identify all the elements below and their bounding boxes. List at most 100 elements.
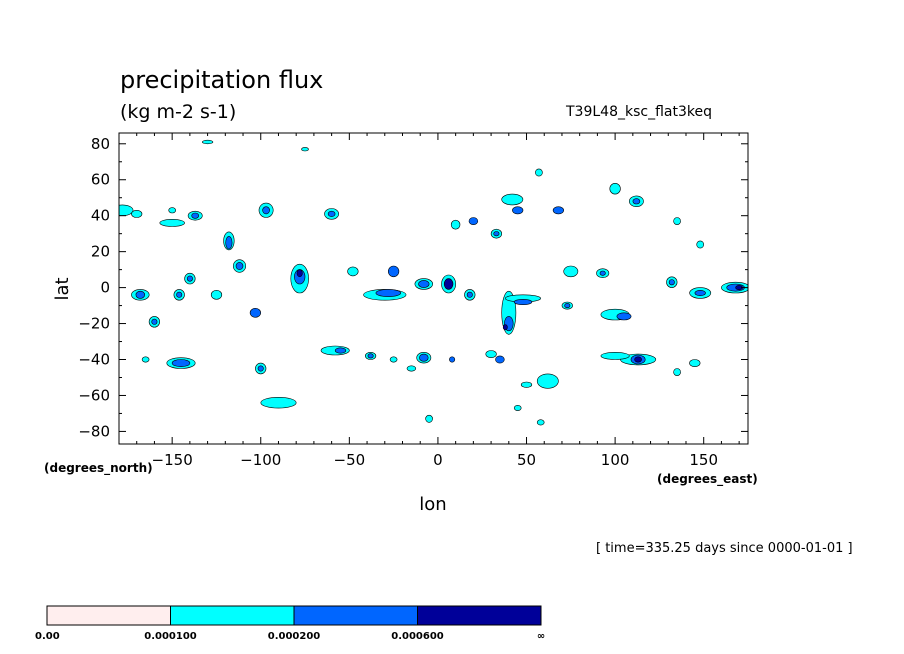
contour-blob-4 [191,212,199,219]
contour-blob-72 [334,347,347,354]
y-units-label: (degrees_north) [44,461,153,475]
run-name: T39L48_ksc_flat3keq [566,104,712,120]
contour-blob-6 [225,236,233,250]
y-tick-label: −40 [78,351,110,369]
colorbar-label-0: 0.00 [35,631,60,642]
contour-blob-25 [466,291,473,298]
contour-blob-55 [689,359,701,367]
chart-units: (kg m-2 s-1) [120,101,237,123]
contour-blob-88 [202,139,214,145]
x-axis-label: lon [419,494,446,515]
contour-blob-61 [186,275,193,282]
contour-blob-85 [673,217,681,225]
contour-blob-46 [632,198,641,205]
colorbar-swatch-2 [293,605,418,626]
x-tick-label: 0 [433,451,443,469]
contour-blob-19 [388,265,400,278]
contour-blob-13 [296,269,303,278]
colorbar-swatch-1 [170,605,295,626]
contour-blob-83 [564,303,571,309]
contour-blob-65 [249,307,261,318]
contour-blob-32 [493,231,500,237]
contour-blob-23 [443,278,454,290]
contour-blob-76 [419,353,429,362]
contour-blob-79 [536,373,559,389]
colorbar-label-4: ∞ [537,631,545,642]
plot-background [119,133,748,444]
chart-title: precipitation flux [120,66,324,94]
x-tick-label: 150 [689,451,718,469]
contour-blob-90 [425,414,433,423]
y-tick-label: 60 [91,171,110,189]
x-tick-label: −100 [240,451,281,469]
contour-blob-91 [536,419,545,426]
colorbar-label-2: 0.000200 [268,631,321,642]
contour-blob-78 [495,355,505,364]
colorbar-swatch-0 [46,605,171,626]
contour-blob-44 [600,351,630,360]
contour-blob-84 [535,168,543,177]
x-units-label: (degrees_east) [657,472,758,486]
contour-blob-34 [468,217,479,225]
contour-blob-93 [520,381,533,388]
y-tick-label: 80 [91,135,110,153]
contour-blob-28 [502,324,508,331]
x-tick-label: −50 [334,451,366,469]
y-tick-label: 20 [91,243,110,261]
y-tick-label: 40 [91,207,110,225]
contour-blob-94 [168,207,176,214]
x-tick-label: −150 [152,451,193,469]
contour-blob-33 [450,219,461,230]
contour-blob-10 [262,206,270,215]
contour-blob-89 [301,147,309,152]
contour-blob-43 [634,356,642,363]
contour-blob-35 [552,206,565,215]
plot-frame [118,132,749,445]
x-tick-label: 50 [517,451,536,469]
contour-blob-30 [512,206,524,215]
contour-blob-87 [673,368,681,376]
contour-blob-86 [696,240,705,249]
contour-blob-2 [159,218,185,227]
contour-blob-67 [171,359,191,367]
contour-blob-98 [449,356,456,363]
x-axis: −150 −100 −50 0 50 100 150 [136,133,740,469]
contour-blob-38 [599,270,606,276]
colorbar-swatch-3 [417,605,542,626]
y-tick-label: −60 [78,386,110,404]
contour-blob-1 [131,209,143,218]
contour-blob-64 [151,318,158,325]
colorbar-label-1: 0.000100 [144,631,197,642]
contour-blob-57 [135,290,146,299]
contour-blob-21 [418,280,430,288]
contour-blob-29 [501,193,524,206]
time-label: [ time=335.25 days since 0000-01-01 ] [596,541,853,556]
contour-blob-18 [375,289,401,297]
contour-fills [119,139,748,426]
contour-blob-15 [327,210,336,217]
y-tick-label: −80 [78,422,110,440]
contour-blob-77 [485,350,497,358]
x-tick-label: 100 [601,451,630,469]
colorbar-label-3: 0.000600 [391,631,444,642]
contour-blob-40 [616,312,632,321]
contour-blob-70 [260,397,297,409]
contour-blob-36 [563,265,579,278]
contour-blob-62 [210,289,223,300]
contour-blob-51 [694,289,706,296]
contour-blob-8 [235,262,244,270]
y-tick-label: 0 [100,279,110,297]
y-axis: 80 60 40 20 0 −20 −40 −60 −80 [78,135,748,440]
contour-blob-59 [176,291,183,298]
contour-blob-47 [609,183,621,195]
contour-blob-96 [389,356,398,363]
contour-blob-0 [119,204,134,216]
contour-blob-97 [406,365,417,372]
contour-blob-95 [141,356,150,363]
contour-blob-49 [668,279,675,286]
colorbar: 0.00 0.000100 0.000200 0.000600 ∞ [35,605,545,642]
contour-blob-81 [513,298,533,305]
contour-blob-69 [257,365,264,372]
contour-blob-74 [367,353,374,359]
